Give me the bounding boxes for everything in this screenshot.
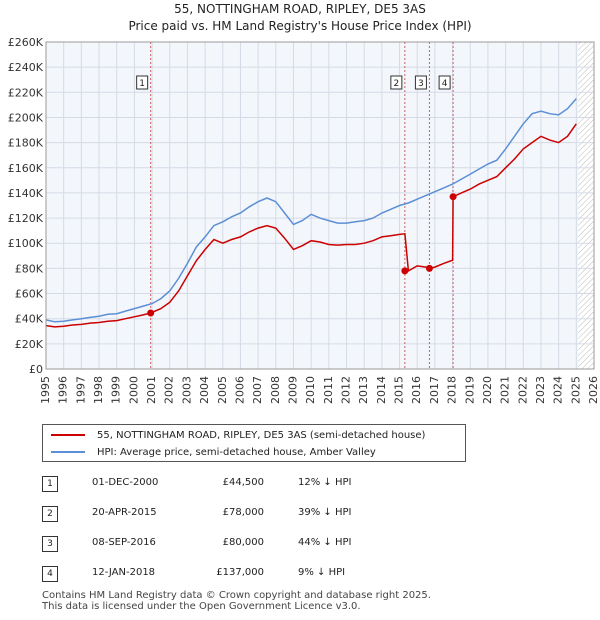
y-tick-label: £220K bbox=[8, 86, 44, 99]
footer-line-2: This data is licensed under the Open Gov… bbox=[42, 601, 361, 612]
x-tick-label: 2026 bbox=[587, 376, 600, 404]
sale-hpi-diff: 44% ↓ HPI bbox=[298, 537, 352, 548]
x-tick-label: 2005 bbox=[216, 376, 229, 404]
x-tick-label: 1995 bbox=[39, 376, 52, 404]
legend-item-property: 55, NOTTINGHAM ROAD, RIPLEY, DE5 3AS (se… bbox=[51, 427, 425, 443]
legend-swatch-hpi bbox=[51, 451, 85, 453]
legend-swatch-property bbox=[51, 434, 85, 436]
plot-border bbox=[45, 41, 595, 370]
sale-hpi-diff: 39% ↓ HPI bbox=[298, 507, 352, 518]
chart-legend: 55, NOTTINGHAM ROAD, RIPLEY, DE5 3AS (se… bbox=[42, 424, 466, 462]
sale-number: 4 bbox=[42, 566, 58, 582]
x-tick-label: 2023 bbox=[534, 376, 547, 404]
table-row: 2 20-APR-2015 £78,000 39% ↓ HPI bbox=[42, 504, 462, 524]
sale-price: £44,500 bbox=[222, 477, 264, 488]
x-tick-label: 2007 bbox=[251, 376, 264, 404]
legend-item-hpi: HPI: Average price, semi-detached house,… bbox=[51, 444, 376, 460]
sale-price: £80,000 bbox=[222, 537, 264, 548]
sale-marker-label: 3 bbox=[418, 79, 424, 89]
x-tick-label: 2000 bbox=[127, 376, 140, 404]
x-tick-label: 2014 bbox=[375, 376, 388, 404]
y-tick-label: £120K bbox=[8, 212, 44, 225]
sale-hpi-diff: 9% ↓ HPI bbox=[298, 567, 346, 578]
sale-marker-box bbox=[438, 75, 451, 90]
sale-date: 12-JAN-2018 bbox=[92, 567, 156, 578]
y-tick-label: £0 bbox=[29, 363, 43, 376]
x-tick-label: 1998 bbox=[92, 376, 105, 404]
sale-date: 01-DEC-2000 bbox=[92, 477, 159, 488]
y-tick-label: £260K bbox=[8, 36, 44, 49]
x-tick-label: 2022 bbox=[516, 376, 529, 404]
sale-date: 20-APR-2015 bbox=[92, 507, 157, 518]
x-tick-label: 2001 bbox=[145, 376, 158, 404]
y-tick-label: £200K bbox=[8, 111, 44, 124]
x-tick-label: 2011 bbox=[322, 376, 335, 404]
table-row: 1 01-DEC-2000 £44,500 12% ↓ HPI bbox=[42, 474, 462, 494]
legend-label-property: 55, NOTTINGHAM ROAD, RIPLEY, DE5 3AS (se… bbox=[97, 429, 426, 441]
sale-date: 08-SEP-2016 bbox=[92, 537, 156, 548]
sale-number: 3 bbox=[42, 536, 58, 552]
x-tick-label: 2006 bbox=[233, 376, 246, 404]
table-row: 4 12-JAN-2018 £137,000 9% ↓ HPI bbox=[42, 564, 462, 584]
x-tick-label: 2003 bbox=[180, 376, 193, 404]
sale-point bbox=[147, 309, 155, 317]
x-tick-label: 2021 bbox=[499, 376, 512, 404]
x-tick-label: 1996 bbox=[57, 376, 70, 404]
x-tick-label: 2019 bbox=[463, 376, 476, 404]
sale-marker-label: 4 bbox=[442, 79, 448, 89]
x-tick-label: 2009 bbox=[286, 376, 299, 404]
x-tick-label: 2010 bbox=[304, 376, 317, 404]
y-tick-label: £40K bbox=[15, 313, 44, 326]
x-tick-label: 2008 bbox=[269, 376, 282, 404]
x-tick-label: 1997 bbox=[74, 376, 87, 404]
x-tick-label: 2020 bbox=[481, 376, 494, 404]
sale-marker-label: 1 bbox=[139, 79, 145, 89]
footer-line-1: Contains HM Land Registry data © Crown c… bbox=[42, 590, 431, 601]
footer-attribution: Contains HM Land Registry data © Crown c… bbox=[42, 590, 431, 612]
sale-price: £137,000 bbox=[216, 567, 264, 578]
x-tick-label: 2024 bbox=[552, 376, 565, 404]
y-tick-label: £20K bbox=[15, 338, 44, 351]
sale-marker-box bbox=[136, 75, 149, 90]
x-tick-label: 1999 bbox=[110, 376, 123, 404]
x-tick-label: 2002 bbox=[163, 376, 176, 404]
chart-subtitle: Price paid vs. HM Land Registry's House … bbox=[128, 19, 472, 33]
sale-point bbox=[449, 193, 457, 201]
price-chart: £0 £20K £40K £60K £80K £100K £120K £140K £160K £1… bbox=[8, 36, 600, 404]
y-tick-label: £100K bbox=[8, 237, 44, 250]
x-tick-label: 2013 bbox=[357, 376, 370, 404]
plot-area bbox=[46, 42, 594, 369]
x-tick-label: 2012 bbox=[340, 376, 353, 404]
sale-number: 1 bbox=[42, 476, 58, 492]
hpi-line bbox=[45, 98, 577, 323]
property-price-line bbox=[45, 123, 577, 328]
table-row: 3 08-SEP-2016 £80,000 44% ↓ HPI bbox=[42, 534, 462, 554]
sale-hpi-diff: 12% ↓ HPI bbox=[298, 477, 352, 488]
sale-marker-box bbox=[414, 75, 427, 90]
x-tick-label: 2016 bbox=[410, 376, 423, 404]
x-tick-label: 2004 bbox=[198, 376, 211, 404]
chart-title: 55, NOTTINGHAM ROAD, RIPLEY, DE5 3AS bbox=[174, 2, 426, 16]
x-tick-label: 2018 bbox=[446, 376, 459, 404]
y-tick-label: £240K bbox=[8, 61, 44, 74]
forecast-hatch bbox=[578, 42, 594, 369]
y-tick-label: £80K bbox=[15, 262, 44, 275]
y-tick-label: £160K bbox=[8, 162, 44, 175]
legend-label-hpi: HPI: Average price, semi-detached house,… bbox=[97, 446, 376, 458]
sale-marker-box bbox=[390, 75, 403, 90]
y-tick-label: £180K bbox=[8, 137, 44, 150]
y-tick-label: £140K bbox=[8, 187, 44, 200]
sale-number: 2 bbox=[42, 506, 58, 522]
sale-price: £78,000 bbox=[222, 507, 264, 518]
x-tick-label: 2015 bbox=[393, 376, 406, 404]
x-tick-label: 2025 bbox=[569, 376, 582, 404]
x-tick-label: 2017 bbox=[428, 376, 441, 404]
y-tick-label: £60K bbox=[15, 288, 44, 301]
sale-marker-label: 2 bbox=[393, 79, 399, 89]
sale-point bbox=[401, 267, 409, 275]
sale-point bbox=[425, 264, 433, 272]
